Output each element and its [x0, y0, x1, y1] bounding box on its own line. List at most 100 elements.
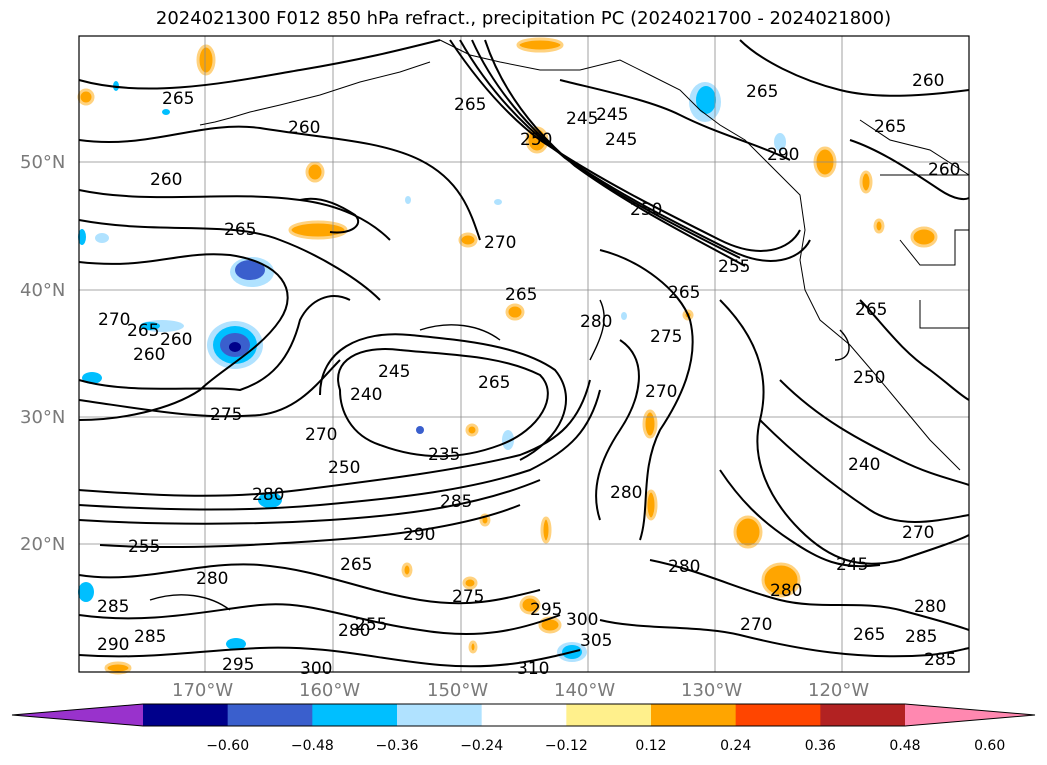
contour-label: 270 — [902, 523, 934, 543]
contour-label: 240 — [848, 455, 880, 475]
contour-label: 280 — [770, 581, 802, 601]
colorbar — [11, 703, 1036, 727]
contour-label: 305 — [580, 631, 612, 651]
positive-precip-patches — [77, 37, 938, 675]
colorbar-tick-label: 0.12 — [635, 738, 667, 754]
colorbar-swatch — [397, 704, 483, 726]
contour-label: 280 — [914, 597, 946, 617]
contour-label: 270 — [645, 382, 677, 402]
contour-label: 270 — [740, 615, 772, 635]
lat-label: 40°N — [20, 280, 66, 301]
map-frame — [78, 35, 970, 673]
contour-label: 265 — [874, 117, 906, 137]
contour-label: 275 — [210, 405, 242, 425]
contour-label: 270 — [305, 425, 337, 445]
lon-label: 170°W — [172, 680, 234, 701]
contour-label: 280 — [338, 621, 370, 641]
contour-label: 285 — [134, 627, 166, 647]
contour-label: 285 — [924, 650, 956, 670]
colorbar-swatch — [227, 704, 313, 726]
contour-label: 265 — [855, 300, 887, 320]
contour-label: 245 — [566, 109, 598, 129]
coastlines — [199, 39, 970, 471]
contour-label: 290 — [97, 635, 129, 655]
colorbar-tick-label: −0.12 — [544, 738, 588, 754]
colorbar-tick-label: −0.36 — [375, 738, 419, 754]
contour-label: 245 — [605, 130, 637, 150]
contour-label: 290 — [403, 525, 435, 545]
refractivity-contours — [78, 39, 970, 668]
colorbar-swatch — [312, 704, 398, 726]
contour-label: 280 — [580, 312, 612, 332]
contour-label: 250 — [630, 200, 662, 220]
colorbar-tick-label: −0.48 — [290, 738, 334, 754]
contour-label: 310 — [517, 659, 549, 679]
contour-label: 300 — [566, 610, 598, 630]
lon-label: 160°W — [299, 680, 361, 701]
colorbar-swatch — [735, 704, 821, 726]
contour-label: 255 — [128, 537, 160, 557]
contour-label: 280 — [610, 483, 642, 503]
colorbar-tick-label: 0.36 — [804, 738, 836, 754]
contour-label: 265 — [853, 625, 885, 645]
colorbar-extend-min — [12, 704, 143, 726]
contour-label: 280 — [252, 485, 284, 505]
lon-label: 130°W — [681, 680, 743, 701]
contour-label: 250 — [520, 130, 552, 150]
contour-label: 260 — [133, 345, 165, 365]
negative-precip-patches — [78, 81, 786, 662]
contour-label: 275 — [452, 587, 484, 607]
contour-label: 285 — [97, 597, 129, 617]
contour-label: 285 — [905, 627, 937, 647]
contour-label: 270 — [484, 233, 516, 253]
contour-label: 265 — [162, 89, 194, 109]
contour-label: 265 — [478, 373, 510, 393]
contour-label: 265 — [224, 220, 256, 240]
contour-label: 285 — [440, 492, 472, 512]
minor-contours — [149, 299, 850, 611]
colorbar-tick-label: 0.24 — [720, 738, 752, 754]
contour-label: 255 — [718, 257, 750, 277]
contour-label: 260 — [912, 71, 944, 91]
colorbar-tick-label: −0.24 — [460, 738, 504, 754]
contour-label: 265 — [505, 285, 537, 305]
colorbar-swatch — [143, 704, 229, 726]
contour-label: 265 — [127, 321, 159, 341]
contour-label: 260 — [288, 118, 320, 138]
graticule — [79, 36, 969, 672]
contour-label: 275 — [650, 327, 682, 347]
contour-label: 245 — [596, 105, 628, 125]
colorbar-swatch — [820, 704, 906, 726]
contour-label: 250 — [328, 458, 360, 478]
contour-label: 295 — [530, 600, 562, 620]
contour-label: 280 — [196, 569, 228, 589]
contour-labels: 265 260 260 265 270 265 260 260 275 270 … — [97, 71, 960, 679]
contour-label: 235 — [428, 445, 460, 465]
contour-label: 250 — [853, 368, 885, 388]
lat-label: 30°N — [20, 407, 66, 428]
colorbar-tick-label: −0.60 — [206, 738, 250, 754]
colorbar-swatch — [566, 704, 652, 726]
lon-label: 150°W — [427, 680, 489, 701]
contour-label: 260 — [160, 330, 192, 350]
contour-label: 265 — [454, 95, 486, 115]
contour-label: 290 — [767, 145, 799, 165]
colorbar-tick-label: 0.48 — [889, 738, 921, 754]
contour-label: 280 — [668, 557, 700, 577]
contour-label: 255 — [355, 615, 387, 635]
colorbar-swatch — [481, 704, 567, 726]
contour-label: 245 — [836, 555, 868, 575]
contour-label: 240 — [350, 385, 382, 405]
lat-label: 50°N — [20, 152, 66, 173]
contour-label: 245 — [378, 362, 410, 382]
contour-label: 300 — [300, 659, 332, 679]
lat-label: 20°N — [20, 534, 66, 555]
contour-label: 260 — [150, 170, 182, 190]
contour-label: 265 — [340, 555, 372, 575]
contour-label: 265 — [668, 283, 700, 303]
contour-label: 295 — [222, 655, 254, 675]
colorbar-tick-label: 0.60 — [974, 738, 1006, 754]
lon-label: 120°W — [808, 680, 870, 701]
chart-title: 2024021300 F012 850 hPa refract., precip… — [155, 8, 892, 29]
